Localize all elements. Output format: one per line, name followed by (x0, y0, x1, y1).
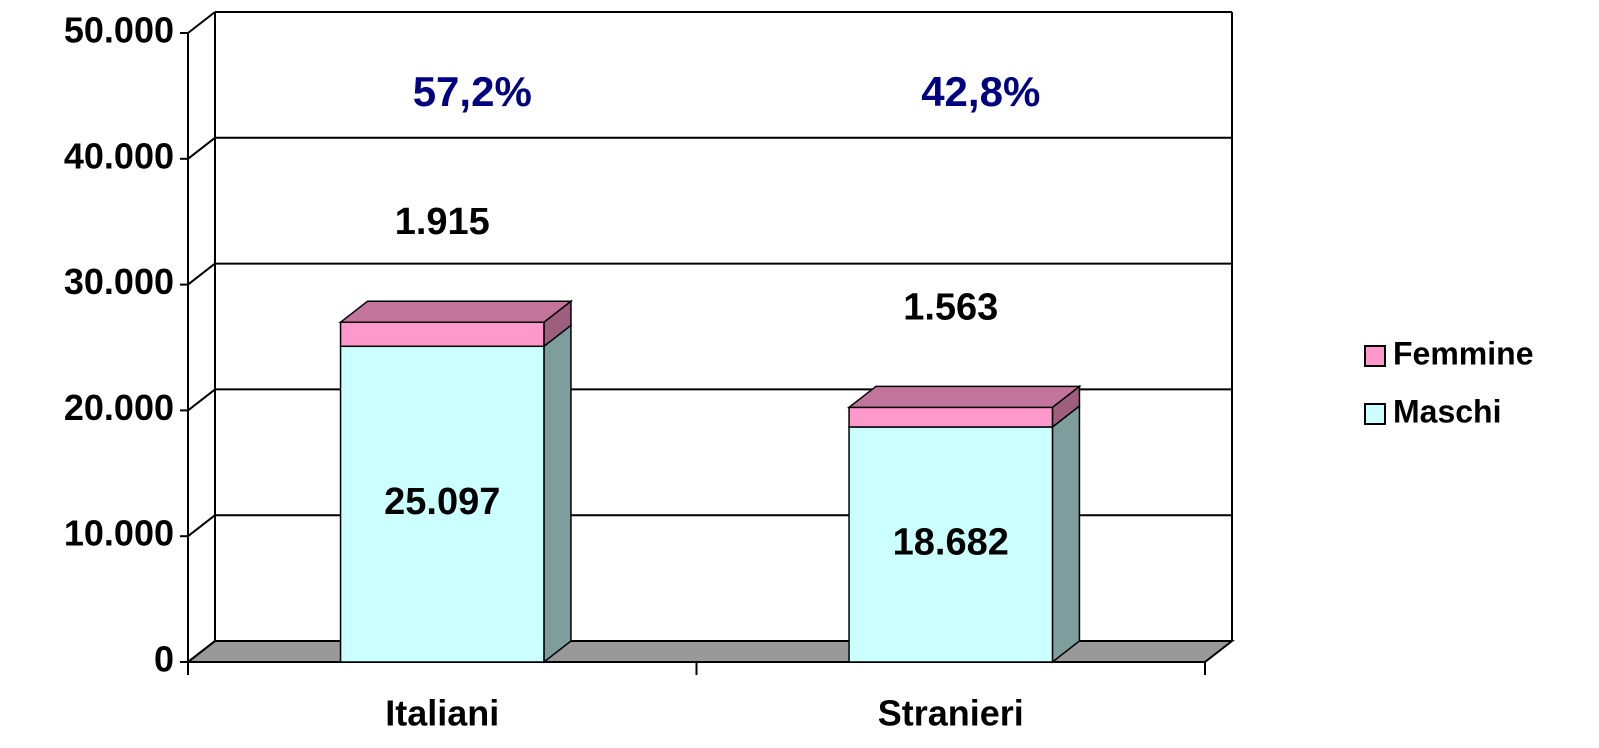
bar (848, 426, 1054, 663)
bar (848, 406, 1054, 428)
legend-label: Femmine (1393, 335, 1533, 371)
side-grid (187, 514, 216, 537)
legend-swatch (1364, 345, 1386, 367)
legend-swatch (1364, 403, 1386, 425)
annotation: 57,2% (413, 68, 532, 115)
value-label: 1.915 (395, 201, 490, 243)
y-tick-label: 40.000 (64, 135, 174, 176)
annotation: 42,8% (921, 68, 1040, 115)
bar-side (1051, 404, 1081, 664)
value-label: 1.563 (903, 286, 998, 328)
x-tick-label: Stranieri (878, 693, 1024, 734)
side-grid (187, 640, 216, 663)
value-label: 18.682 (893, 522, 1009, 564)
value-label: 25.097 (384, 481, 500, 523)
side-grid (187, 262, 216, 286)
y-tick-label: 0 (154, 639, 174, 680)
y-tick-label: 20.000 (64, 387, 174, 428)
side-grid (187, 388, 216, 412)
bar-top (846, 385, 1082, 409)
bar-top (338, 300, 574, 323)
side-grid (187, 137, 216, 160)
y-tick-label: 10.000 (64, 513, 174, 554)
bar (339, 345, 545, 663)
side-grid (187, 11, 216, 34)
bar (339, 321, 545, 348)
bar-side (543, 323, 572, 664)
y-tick-label: 30.000 (64, 261, 174, 302)
legend-label: Maschi (1393, 393, 1501, 429)
y-tick-label: 50.000 (64, 10, 174, 51)
x-tick-label: Italiani (385, 693, 499, 734)
